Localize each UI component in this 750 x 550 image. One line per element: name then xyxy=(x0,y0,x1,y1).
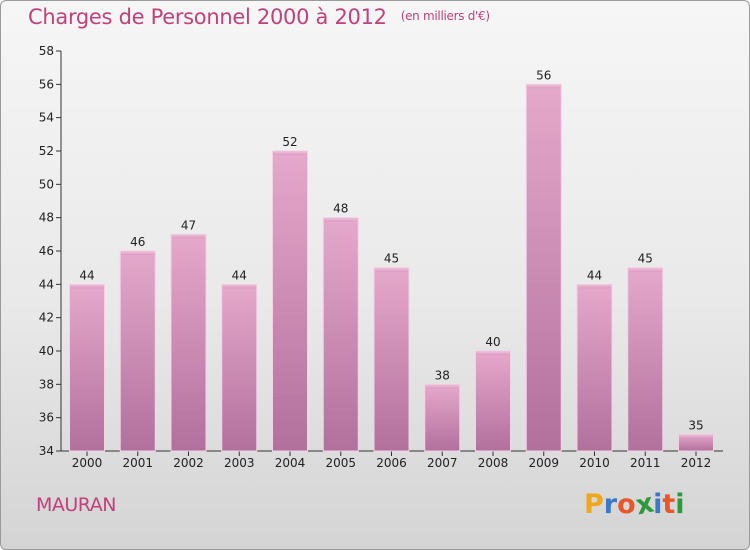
bar-value-label: 44 xyxy=(79,268,94,282)
y-tick-label: 36 xyxy=(39,411,54,425)
bar xyxy=(322,217,359,452)
bar-value-label: 45 xyxy=(384,252,399,266)
bar-2001: 46 xyxy=(119,235,156,452)
bar-highlight xyxy=(578,285,611,289)
bar xyxy=(69,283,105,452)
x-axis: 2000 2001 2002 2003 2004 2005 2006 2007 2008 2009… xyxy=(61,450,723,470)
bar xyxy=(170,233,207,452)
bar-2012: 35 xyxy=(678,418,714,452)
y-tick-label: 42 xyxy=(39,311,54,325)
bar-highlight xyxy=(679,435,713,439)
bar xyxy=(272,150,308,452)
y-tick-label: 54 xyxy=(39,111,54,125)
x-tick-label: 2010 xyxy=(579,456,610,470)
bar-highlight xyxy=(476,352,510,355)
y-tick-label: 46 xyxy=(39,244,54,258)
x-tick-label: 2003 xyxy=(224,456,255,470)
bar-highlight xyxy=(172,235,205,239)
bar-value-label: 44 xyxy=(232,268,247,282)
bar-highlight xyxy=(70,285,104,289)
logo-letter: r xyxy=(603,489,618,520)
x-tick-label: 2011 xyxy=(630,456,661,470)
bar-value-label: 45 xyxy=(638,252,653,266)
commune-name: MAURAN xyxy=(36,494,116,516)
x-tick-label: 2002 xyxy=(173,456,204,470)
logo-letter: o xyxy=(617,489,636,520)
bar-highlight xyxy=(628,268,662,272)
logo-letter: t xyxy=(662,489,676,520)
bar-value-label: 38 xyxy=(435,368,450,382)
y-tick-label: 58 xyxy=(39,44,54,58)
bar-2011: 45 xyxy=(627,252,664,452)
bar-value-label: 47 xyxy=(181,218,196,232)
bar-highlight xyxy=(425,385,459,389)
bar-highlight xyxy=(273,152,307,155)
bar-2005: 48 xyxy=(322,202,359,452)
bar xyxy=(221,283,258,452)
bar xyxy=(576,283,613,452)
y-tick-label: 52 xyxy=(39,144,54,158)
x-tick-label: 2009 xyxy=(528,456,559,470)
x-tick-label: 2001 xyxy=(122,456,153,470)
bar-value-label: 46 xyxy=(130,235,145,249)
x-tick-label: 2004 xyxy=(275,456,306,470)
bar-2003: 44 xyxy=(221,268,258,452)
proxiti-logo: Proxiti xyxy=(584,488,685,522)
bar xyxy=(424,383,461,452)
bar xyxy=(627,267,664,452)
logo-letter: i xyxy=(653,489,663,520)
bar-value-label: 52 xyxy=(282,135,297,149)
bar-highlight xyxy=(375,268,408,272)
bar-2007: 38 xyxy=(424,368,461,452)
bar-value-label: 44 xyxy=(587,268,602,282)
bar-value-label: 56 xyxy=(536,68,551,82)
y-tick-label: 48 xyxy=(39,211,54,225)
bar-2000: 44 xyxy=(69,268,105,452)
y-tick-label: 44 xyxy=(39,277,54,291)
bar xyxy=(525,83,562,452)
bars: 44 46 47 44 52 48 45 38 40 56 44 45 35 xyxy=(69,68,714,452)
bar-2004: 52 xyxy=(272,135,308,452)
y-tick-label: 34 xyxy=(39,444,54,458)
x-tick-label: 2000 xyxy=(72,456,103,470)
y-axis: 34 36 38 40 42 44 46 48 50 52 54 56 58 xyxy=(39,44,62,458)
bar-2010: 44 xyxy=(576,268,613,452)
logo-letter: i xyxy=(675,489,685,520)
bar xyxy=(475,350,511,452)
bar-value-label: 48 xyxy=(333,202,348,216)
y-tick-label: 38 xyxy=(39,377,54,391)
bar-highlight xyxy=(527,85,561,89)
bar-2009: 56 xyxy=(525,68,562,452)
chart-subtitle: (en milliers d'€) xyxy=(400,9,490,23)
bar-highlight xyxy=(222,285,256,289)
x-tick-label: 2007 xyxy=(427,456,458,470)
logo-letter: P xyxy=(584,489,604,520)
y-tick-label: 40 xyxy=(39,344,54,358)
bar-2008: 40 xyxy=(475,335,511,452)
bar-2002: 47 xyxy=(170,218,207,452)
x-tick-label: 2012 xyxy=(681,456,712,470)
chart-title-text: Charges de Personnel 2000 à 2012 xyxy=(28,5,387,29)
bar-highlight xyxy=(324,218,358,222)
x-tick-label: 2005 xyxy=(325,456,356,470)
y-tick-label: 50 xyxy=(39,177,54,191)
x-tick-label: 2008 xyxy=(478,456,509,470)
bar xyxy=(373,267,410,452)
bar-highlight xyxy=(121,252,155,255)
chart-title: Charges de Personnel 2000 à 2012 (en mill… xyxy=(28,5,490,29)
x-tick-label: 2006 xyxy=(376,456,407,470)
bar xyxy=(678,433,714,452)
bar-2006: 45 xyxy=(373,252,410,452)
y-tick-label: 56 xyxy=(39,77,54,91)
bar xyxy=(119,250,156,452)
bar-value-label: 40 xyxy=(485,335,500,349)
bar-value-label: 35 xyxy=(688,418,703,432)
